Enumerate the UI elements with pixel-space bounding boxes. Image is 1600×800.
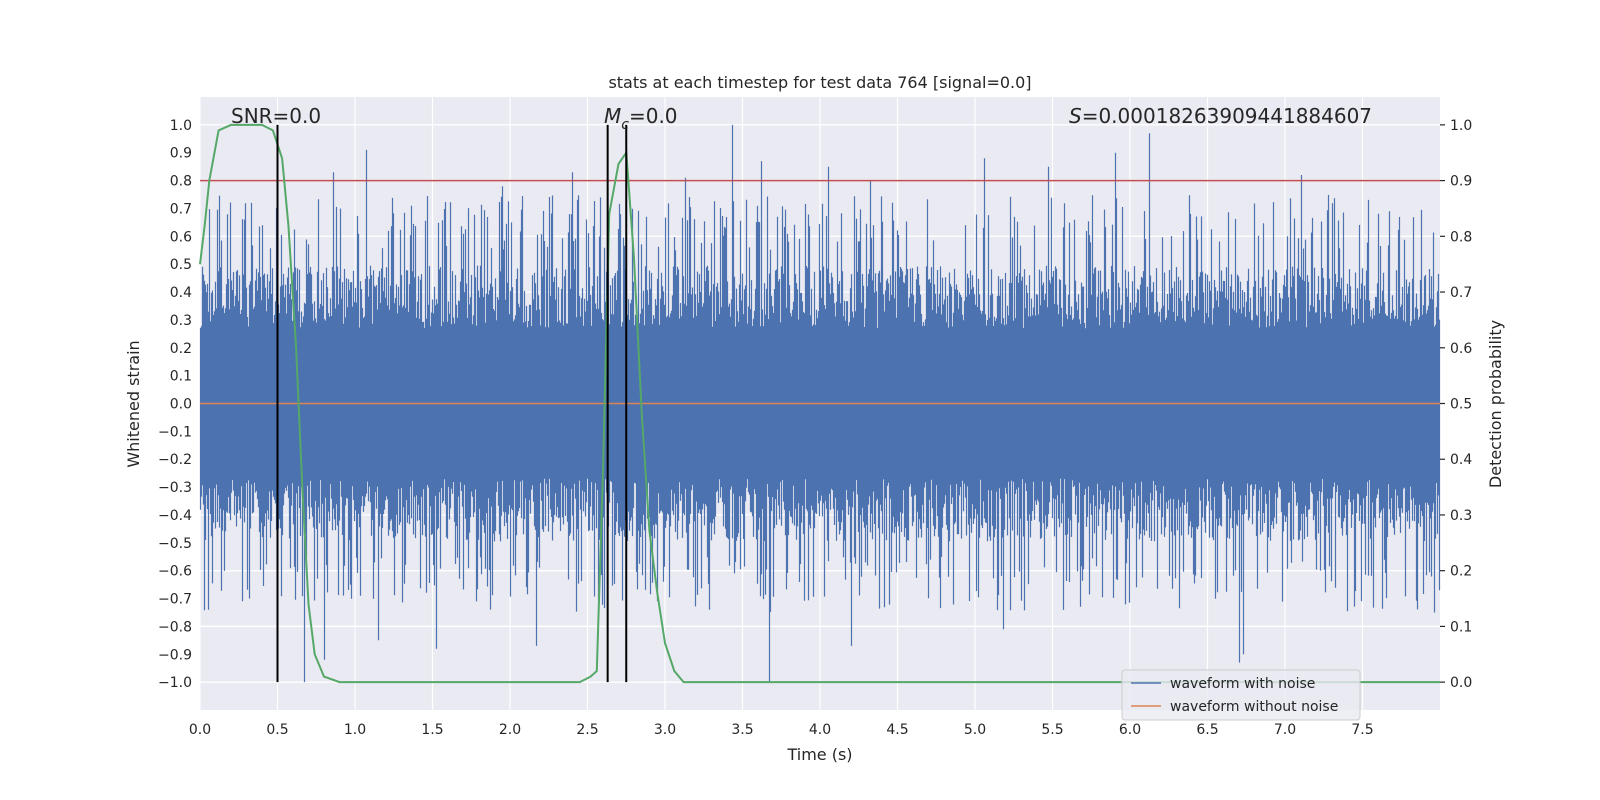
y2-axis-label: Detection probability (1486, 320, 1505, 488)
x-tick-label: 5.5 (1041, 722, 1063, 738)
y-tick-label: −0.9 (158, 647, 192, 663)
x-tick-label: 5.0 (964, 722, 986, 738)
snr-annotation: SNR=0.0 (231, 104, 321, 128)
legend: waveform with noise waveform without noi… (1121, 669, 1361, 721)
y2-tick-label: 0.8 (1450, 229, 1472, 245)
y-tick-label: 0.4 (170, 285, 192, 301)
y2-tick-label: 0.2 (1450, 564, 1472, 580)
y-tick-label: 0.9 (170, 146, 192, 162)
y-tick-label: −0.8 (158, 619, 192, 635)
x-tick-label: 2.5 (576, 722, 598, 738)
chirp-mass-value: =0.0 (629, 104, 678, 128)
y-tick-label: 0.1 (170, 369, 192, 385)
y-tick-label: −0.4 (158, 508, 192, 524)
y2-tick-label: 0.3 (1450, 508, 1472, 524)
chirp-mass-symbol: M (604, 104, 621, 128)
score-value: =0.00018263909441884607 (1082, 104, 1372, 128)
y-tick-label: 0.8 (170, 174, 192, 190)
x-axis-label: Time (s) (786, 745, 852, 764)
x-tick-label: 6.5 (1196, 722, 1218, 738)
x-tick-label: 4.5 (886, 722, 908, 738)
y-tick-label: 0.2 (170, 341, 192, 357)
x-tick-label: 0.5 (266, 722, 288, 738)
y-tick-label: 0.6 (170, 229, 192, 245)
y-tick-label: −0.2 (158, 452, 192, 468)
y2-tick-label: 1.0 (1450, 118, 1472, 134)
y2-tick-label: 0.1 (1450, 619, 1472, 635)
y-tick-label: −0.5 (158, 536, 192, 552)
y2-tick-label: 0.5 (1450, 397, 1472, 413)
legend-label-noise: waveform with noise (1170, 676, 1315, 692)
x-tick-label: 6.0 (1119, 722, 1141, 738)
y-tick-label: −0.6 (158, 564, 192, 580)
legend-label-clean: waveform without noise (1170, 699, 1338, 715)
y-tick-label: 0.7 (170, 201, 192, 217)
x-tick-label: 7.0 (1274, 722, 1296, 738)
y2-tick-labels: 1.0 0.9 0.8 0.7 0.6 0.5 0.4 0.3 0.2 0.1 0.0 (1440, 118, 1472, 691)
y-tick-label: 0.0 (170, 397, 192, 413)
y-tick-label: −0.3 (158, 480, 192, 496)
y-axis-label: Whitened strain (124, 340, 143, 467)
y2-tick-label: 0.6 (1450, 341, 1472, 357)
y2-tick-label: 0.9 (1450, 174, 1472, 190)
y-tick-labels: 1.0 0.9 0.8 0.7 0.6 0.5 0.4 0.3 0.2 0.1 0.0 −0.1 −0.… (158, 118, 192, 691)
x-tick-label: 1.0 (344, 722, 366, 738)
y-tick-label: 0.3 (170, 313, 192, 329)
y-tick-label: −0.1 (158, 424, 192, 440)
legend-box (1121, 669, 1361, 721)
chirp-mass-subscript: c (621, 117, 629, 133)
y-tick-label: −0.7 (158, 592, 192, 608)
chirp-mass-annotation: Mc=0.0 (604, 104, 678, 133)
y-tick-label: 1.0 (170, 118, 192, 134)
y2-tick-label: 0.7 (1450, 285, 1472, 301)
chart-title: stats at each timestep for test data 764… (608, 73, 1031, 92)
x-tick-label: 3.0 (654, 722, 676, 738)
x-tick-label: 3.5 (731, 722, 753, 738)
y2-tick-label: 0.4 (1450, 452, 1472, 468)
x-tick-labels: 0.0 0.5 1.0 1.5 2.0 2.5 3.0 3.5 4.0 4.5 5.0 5.5 6.0 6… (189, 722, 1374, 738)
x-tick-label: 4.0 (809, 722, 831, 738)
x-tick-label: 2.0 (499, 722, 521, 738)
x-tick-label: 0.0 (189, 722, 211, 738)
detection-probability-line (199, 123, 1440, 684)
score-annotation: S=0.00018263909441884607 (1069, 104, 1372, 128)
y2-tick-label: 0.0 (1450, 675, 1472, 691)
vertical-markers (276, 124, 628, 683)
x-tick-label: 1.5 (421, 722, 443, 738)
y-tick-label: 0.5 (170, 257, 192, 273)
y-tick-label: −1.0 (158, 675, 192, 691)
score-symbol: S (1069, 104, 1082, 128)
x-tick-label: 7.5 (1351, 722, 1373, 738)
